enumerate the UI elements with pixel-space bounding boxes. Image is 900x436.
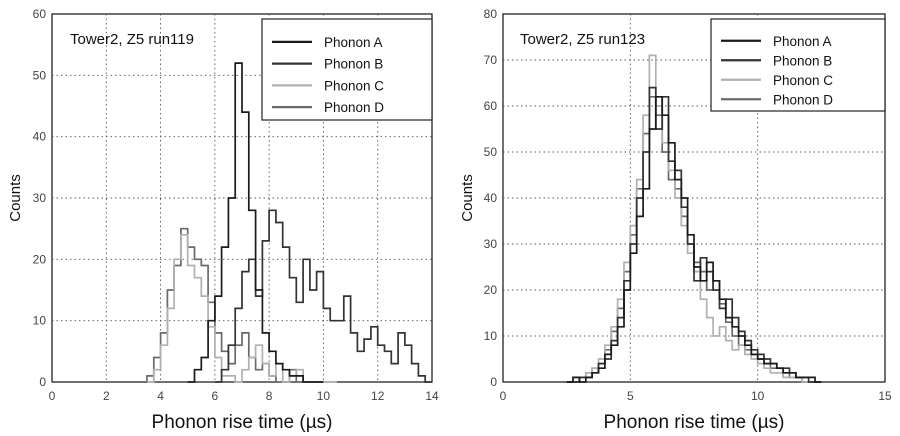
legend-entry: Phonon C (324, 78, 384, 93)
x-tick-label: 5 (627, 389, 634, 403)
y-tick-label: 50 (484, 145, 498, 159)
y-tick-label: 30 (33, 191, 47, 205)
legend-entry: Phonon B (324, 57, 383, 72)
legend-entry: Phonon A (773, 34, 832, 49)
series-phonon-a (566, 95, 822, 383)
legend-entry: Phonon A (324, 35, 383, 50)
y-tick-label: 60 (33, 7, 47, 21)
y-tick-label: 20 (33, 252, 47, 266)
legend-entry: Phonon D (324, 100, 384, 115)
y-tick-label: 60 (484, 99, 498, 113)
y-tick-label: 70 (484, 53, 498, 67)
y-tick-label: 40 (33, 130, 47, 144)
x-tick-label: 10 (751, 389, 765, 403)
legend-entry: Phonon C (773, 73, 833, 88)
y-tick-label: 0 (39, 375, 46, 389)
legend-box (710, 18, 886, 112)
legend-entry: Phonon B (773, 53, 832, 68)
chart-annotation: Tower2, Z5 run123 (520, 31, 645, 48)
x-tick-label: 10 (317, 389, 331, 403)
x-tick-label: 15 (878, 389, 892, 403)
series-phonon-a (187, 62, 324, 383)
y-tick-label: 80 (484, 7, 498, 21)
chart-annotation: Tower2, Z5 run119 (70, 31, 194, 48)
legend: Phonon A Phonon B Phonon C Phonon D (710, 18, 886, 112)
chart-panel-1: 0 2 4 6 8 10 12 14 0 10 20 30 40 50 60 Tower2, Z5 run11… (7, 7, 439, 433)
x-tick-label: 6 (212, 389, 219, 403)
series-phonon-b (214, 209, 432, 383)
y-tick-label: 0 (490, 375, 497, 389)
legend: Phonon A Phonon B Phonon C Phonon D (261, 18, 433, 121)
y-tick-label: 20 (484, 283, 498, 297)
x-axis-label: Phonon rise time (µs) (152, 412, 333, 433)
x-tick-label: 12 (371, 389, 385, 403)
x-axis-label: Phonon rise time (µs) (604, 412, 785, 433)
y-tick-label: 10 (33, 314, 47, 328)
y-tick-label: 10 (484, 329, 498, 343)
legend-box (261, 18, 433, 121)
x-tick-label: 0 (49, 389, 56, 403)
x-tick-label: 8 (266, 389, 273, 403)
y-tick-label: 50 (33, 68, 47, 82)
x-tick-label: 4 (157, 389, 164, 403)
y-axis-label: Counts (459, 174, 476, 222)
x-tick-label: 0 (500, 389, 507, 403)
x-tick-label: 2 (103, 389, 110, 403)
x-tick-label: 14 (425, 389, 439, 403)
legend-entry: Phonon D (773, 92, 833, 107)
chart-panel-2: 0 5 10 15 0 10 20 30 40 50 60 70 80 Tower2, Z5 run123… (459, 7, 892, 433)
y-axis-label: Counts (7, 174, 24, 222)
y-tick-label: 30 (484, 237, 498, 251)
y-tick-label: 40 (484, 191, 498, 205)
